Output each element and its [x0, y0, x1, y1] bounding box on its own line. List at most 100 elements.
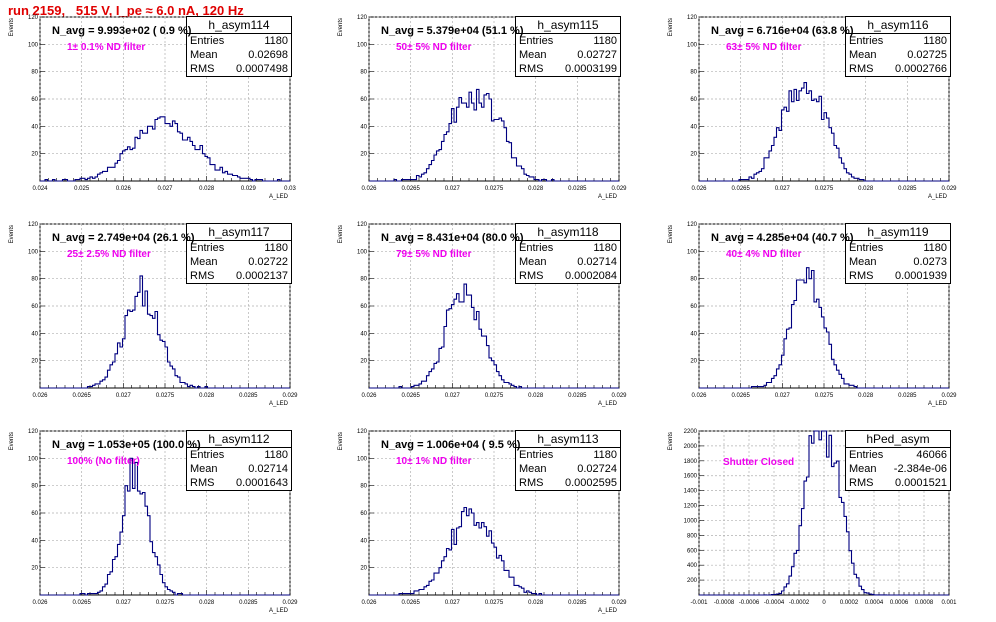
histogram-line — [699, 82, 949, 182]
y-tick-label: 120 — [687, 222, 698, 228]
y-tick-label: 40 — [690, 331, 697, 337]
x-tick-label: 0.0265 — [72, 600, 91, 606]
x-tick-label: 0.0275 — [815, 393, 834, 399]
y-tick-label: 60 — [360, 304, 367, 310]
stat-label: Mean — [190, 256, 218, 268]
x-tick-label: 0.029 — [611, 600, 627, 606]
x-tick-label: 0.026 — [116, 186, 132, 192]
x-tick-label: 0.0275 — [815, 186, 834, 192]
stat-value: 0.02725 — [907, 49, 947, 61]
stat-row-mean: Mean 0.02714 — [516, 255, 620, 269]
histogram-name: h_asym117 — [187, 224, 291, 241]
stat-row-rms: RMS 0.0001643 — [187, 476, 291, 490]
histogram-panel-h_asym115: 0.026 0.0265 0.027 0.0275 0.028 0.0285 0.029 20… — [338, 15, 627, 200]
stat-row-entries: Entries 1180 — [846, 241, 950, 255]
stat-row-mean: Mean 0.02722 — [187, 255, 291, 269]
x-tick-label: 0.0275 — [485, 186, 504, 192]
stat-row-entries: Entries 1180 — [516, 448, 620, 462]
navg-label: N_avg = 1.006e+04 ( 9.5 %) — [381, 439, 521, 451]
x-tick-label: 0.0275 — [156, 393, 175, 399]
y-tick-label: 20 — [31, 566, 38, 572]
stat-value: 0.0002766 — [895, 63, 947, 75]
histogram-line — [40, 275, 290, 389]
navg-label: N_avg = 5.379e+04 (51.1 %) — [381, 25, 524, 37]
y-tick-label: 40 — [690, 124, 697, 130]
stat-label: RMS — [849, 63, 874, 75]
stat-value: 0.0002595 — [565, 477, 617, 489]
y-tick-label: 120 — [357, 222, 368, 228]
y-tick-label: 20 — [360, 152, 367, 158]
y-tick-label: 60 — [360, 97, 367, 103]
stat-label: Mean — [849, 463, 877, 475]
stat-row-rms: RMS 0.0001521 — [846, 476, 950, 490]
stat-value: 1180 — [593, 449, 617, 461]
stat-label: Entries — [849, 449, 884, 461]
y-tick-label: 100 — [28, 42, 39, 48]
filter-label: Shutter Closed — [723, 457, 795, 468]
y-tick-label: 80 — [360, 277, 367, 283]
stat-label: Entries — [190, 449, 225, 461]
histogram-line — [40, 116, 290, 182]
y-tick-label: 40 — [31, 124, 38, 130]
x-tick-label: 0.0004 — [865, 600, 884, 606]
stat-row-rms: RMS 0.0002137 — [187, 269, 291, 283]
y-tick-label: 40 — [360, 538, 367, 544]
y-tick-label: 80 — [360, 484, 367, 490]
y-tick-label: 1200 — [684, 504, 698, 510]
stat-label: RMS — [519, 270, 544, 282]
x-tick-label: 0.03 — [284, 186, 296, 192]
x-axis-label: A_LED — [928, 194, 948, 200]
x-tick-label: 0.025 — [74, 186, 90, 192]
x-tick-label: 0.028 — [858, 393, 874, 399]
x-tick-label: 0.0285 — [568, 186, 587, 192]
stat-label: RMS — [190, 270, 215, 282]
y-tick-label: 1000 — [684, 518, 698, 524]
y-tick-label: 100 — [357, 456, 368, 462]
x-tick-label: 0.0285 — [898, 393, 917, 399]
filter-label: 25± 2.5% ND filter — [67, 249, 151, 260]
stat-label: Mean — [519, 463, 547, 475]
x-tick-label: -0.001 — [690, 600, 708, 606]
stat-value: 0.02724 — [577, 463, 617, 475]
histogram-name: h_asym119 — [846, 224, 950, 241]
filter-label: 100% (No filter) — [67, 456, 140, 467]
x-tick-label: -0.0008 — [714, 600, 735, 606]
stat-value: 0.02714 — [248, 463, 288, 475]
y-tick-label: 60 — [360, 511, 367, 517]
y-tick-label: 80 — [690, 70, 697, 76]
stat-label: Mean — [190, 463, 218, 475]
stat-box: h_asym114 Entries 1180 Mean 0.02698 RMS 0.0007… — [186, 16, 292, 77]
stat-box: hPed_asym Entries 46066 Mean -2.384e-06 RMS 0.… — [845, 430, 951, 491]
stat-row-entries: Entries 1180 — [187, 448, 291, 462]
stat-value: 0.0001643 — [236, 477, 288, 489]
y-tick-label: 1800 — [684, 459, 698, 465]
stat-value: 0.0273 — [913, 256, 947, 268]
stat-label: Mean — [190, 49, 218, 61]
navg-label: N_avg = 4.285e+04 (40.7 %) — [711, 232, 854, 244]
stat-label: RMS — [849, 270, 874, 282]
x-tick-label: 0.028 — [528, 600, 544, 606]
x-tick-label: 0.0275 — [485, 393, 504, 399]
x-tick-label: 0.029 — [282, 600, 298, 606]
x-tick-label: 0.028 — [528, 186, 544, 192]
y-tick-label: 80 — [31, 484, 38, 490]
x-tick-label: 0.027 — [445, 600, 461, 606]
x-tick-label: 0.0002 — [840, 600, 859, 606]
x-axis-label: A_LED — [598, 194, 618, 200]
stat-row-mean: Mean 0.02724 — [516, 462, 620, 476]
x-tick-label: 0.0265 — [731, 186, 750, 192]
stat-value: 1180 — [923, 242, 947, 254]
y-tick-label: 80 — [31, 277, 38, 283]
stat-label: Entries — [519, 242, 554, 254]
stat-row-entries: Entries 1180 — [516, 241, 620, 255]
stat-row-entries: Entries 1180 — [516, 34, 620, 48]
x-tick-label: -0.0006 — [739, 600, 760, 606]
stat-row-mean: Mean -2.384e-06 — [846, 462, 950, 476]
x-tick-label: 0.027 — [445, 393, 461, 399]
y-axis-label: Events — [9, 225, 15, 243]
x-tick-label: 0.0008 — [915, 600, 934, 606]
x-tick-label: 0.026 — [361, 393, 377, 399]
stat-box: h_asym112 Entries 1180 Mean 0.02714 RMS 0.0001… — [186, 430, 292, 491]
stat-row-entries: Entries 1180 — [187, 241, 291, 255]
